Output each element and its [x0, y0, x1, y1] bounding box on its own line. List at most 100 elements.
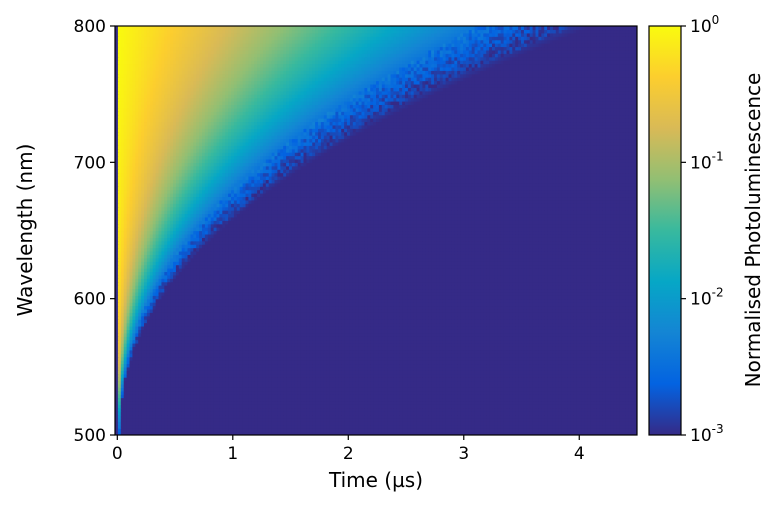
heatmap-cell [274, 411, 278, 416]
heatmap-cell [283, 428, 287, 433]
heatmap-cell [608, 424, 612, 429]
heatmap-cell [367, 404, 371, 409]
heatmap-cell [341, 407, 345, 412]
heatmap-cell [181, 414, 186, 419]
heatmap-cell [291, 428, 296, 433]
heatmap-cell [315, 421, 319, 426]
heatmap-cell [286, 417, 290, 422]
heatmap-cell [367, 414, 371, 419]
heatmap-cell [289, 407, 293, 412]
heatmap-cell [123, 417, 128, 422]
heatmap-cell [570, 428, 574, 433]
heatmap-cell [605, 411, 609, 416]
heatmap-cell [115, 400, 119, 405]
heatmap-cell [422, 424, 426, 429]
heatmap-cell [184, 421, 189, 426]
heatmap-cell [573, 428, 577, 433]
heatmap-cell [590, 421, 595, 426]
heatmap-cell [587, 431, 592, 435]
heatmap-cell [152, 421, 157, 426]
heatmap-cell [454, 414, 458, 419]
heatmap-cell [407, 414, 412, 419]
heatmap-cell [175, 417, 180, 422]
heatmap-cell [460, 421, 464, 426]
heatmap-cell [500, 417, 505, 422]
heatmap-cell [181, 428, 186, 433]
heatmap-cell [193, 414, 197, 419]
heatmap-cell [332, 404, 336, 409]
heatmap-cell [219, 414, 223, 419]
heatmap-cell [550, 428, 554, 433]
heatmap-cell [297, 428, 302, 433]
heatmap-cell [399, 428, 403, 433]
heatmap-cell [468, 421, 473, 426]
heatmap-cell [265, 414, 270, 419]
heatmap-cell [445, 421, 450, 426]
heatmap-cell [173, 428, 177, 433]
heatmap-cell [396, 407, 400, 412]
heatmap-cell [596, 417, 600, 422]
heatmap-cell [570, 404, 574, 409]
heatmap-cell [596, 404, 600, 409]
heatmap-cell [544, 414, 548, 419]
heatmap-cell [439, 424, 444, 429]
heatmap-cell [573, 407, 577, 412]
heatmap-cell [175, 431, 180, 435]
heatmap-cell [242, 407, 247, 412]
heatmap-cell [390, 407, 394, 412]
heatmap-cell [352, 424, 357, 429]
heatmap-cell [187, 417, 191, 422]
heatmap-cell [494, 424, 499, 429]
heatmap-cell [483, 404, 487, 409]
heatmap-cell [338, 431, 342, 435]
heatmap-cell [141, 424, 145, 429]
heatmap-cell [320, 421, 325, 426]
heatmap-cell [323, 411, 328, 416]
heatmap-cell [439, 414, 444, 419]
heatmap-cell [390, 414, 394, 419]
heatmap-cell [358, 411, 363, 416]
heatmap-cell [613, 407, 618, 412]
heatmap-cell [561, 421, 566, 426]
heatmap-cell [587, 428, 592, 433]
heatmap-cell [300, 431, 305, 435]
heatmap-cell [625, 431, 629, 435]
heatmap-cell [126, 414, 131, 419]
heatmap-cell [413, 407, 418, 412]
heatmap-cell [262, 421, 267, 426]
heatmap-cell [323, 424, 328, 429]
heatmap-cell [173, 421, 177, 426]
heatmap-cell [552, 414, 557, 419]
heatmap-cell [558, 421, 563, 426]
heatmap-cell [396, 404, 400, 409]
heatmap-cell [506, 404, 510, 409]
heatmap-cell [231, 424, 235, 429]
heatmap-cell [358, 414, 363, 419]
heatmap-cell [521, 424, 525, 429]
heatmap-cell [338, 424, 342, 429]
heatmap-cell [605, 414, 609, 419]
heatmap-cell [344, 431, 348, 435]
heatmap-cell [552, 421, 557, 426]
heatmap-cell [567, 404, 571, 409]
heatmap-cell [141, 414, 145, 419]
heatmap-cell [628, 431, 632, 435]
heatmap-cell [248, 407, 252, 412]
heatmap-cell [634, 414, 637, 419]
heatmap-cell [434, 404, 438, 409]
heatmap-cell [399, 417, 403, 422]
heatmap-cell [329, 414, 334, 419]
heatmap-cell [570, 407, 574, 412]
heatmap-cell [222, 431, 226, 435]
heatmap-cell [515, 407, 519, 412]
heatmap-cell [631, 411, 635, 416]
heatmap-cell [289, 414, 293, 419]
heatmap-cell [254, 411, 258, 416]
heatmap-cell [367, 431, 371, 435]
heatmap-cell [387, 428, 392, 433]
heatmap-cell [135, 417, 139, 422]
heatmap-cell [132, 424, 136, 429]
heatmap-cell [152, 431, 157, 435]
heatmap-cell [193, 431, 197, 435]
heatmap-cell [584, 421, 589, 426]
